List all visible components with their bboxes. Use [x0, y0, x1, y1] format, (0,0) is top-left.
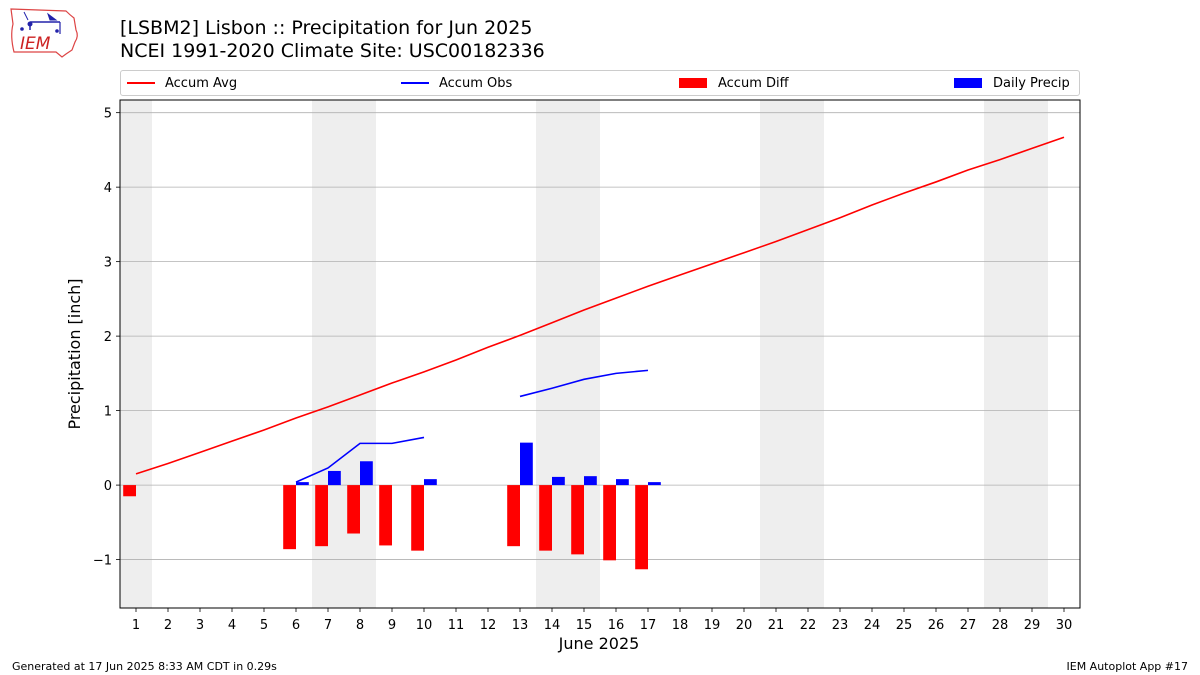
x-tick-label: 23 — [832, 618, 849, 633]
legend-item-accum-obs: Accum Obs — [401, 71, 512, 95]
accum-diff-bar-day-1 — [123, 485, 136, 497]
daily-precip-bar-day-15 — [584, 476, 597, 486]
legend-item-accum-avg: Accum Avg — [127, 71, 237, 95]
x-tick-label: 21 — [768, 618, 785, 633]
x-tick-label: 4 — [228, 618, 236, 633]
x-tick-label: 7 — [324, 618, 332, 633]
y-tick-label: 5 — [104, 107, 112, 122]
chart-subtitle: NCEI 1991-2020 Climate Site: USC00182336 — [120, 40, 545, 62]
accum-diff-bar-day-17 — [635, 485, 648, 570]
y-tick-label: 2 — [104, 330, 112, 345]
accum-diff-bar-day-8 — [347, 485, 360, 534]
weekend-shade-day-29 — [1016, 100, 1048, 608]
x-tick-label: 13 — [512, 618, 529, 633]
x-tick-label: 6 — [292, 618, 300, 633]
x-tick-label: 26 — [928, 618, 945, 633]
x-tick-label: 24 — [864, 618, 881, 633]
x-tick-label: 16 — [608, 618, 625, 633]
bars — [123, 442, 661, 570]
legend-label-accum-diff: Accum Diff — [718, 75, 789, 91]
daily-precip-bar-day-13 — [520, 442, 533, 486]
footer-app-text: IEM Autoplot App #17 — [1066, 660, 1189, 673]
iem-logo: IEM — [10, 8, 78, 58]
footer-generated-text: Generated at 17 Jun 2025 8:33 AM CDT in … — [12, 660, 277, 673]
chart-legend: Accum Avg Accum Obs Accum Diff Daily Pre… — [120, 70, 1080, 96]
x-tick-label: 28 — [992, 618, 1009, 633]
daily-precip-bar-day-10 — [424, 479, 437, 486]
x-tick-label: 22 — [800, 618, 817, 633]
legend-swatch-accum-obs — [401, 82, 429, 84]
legend-label-daily-precip: Daily Precip — [993, 75, 1070, 91]
legend-label-accum-obs: Accum Obs — [439, 75, 513, 91]
y-tick-label: 1 — [104, 405, 112, 420]
y-tick-label: 4 — [104, 181, 112, 196]
x-tick-label: 14 — [544, 618, 561, 633]
logo-text: IEM — [20, 34, 51, 54]
iowa-state-outline-icon — [10, 8, 78, 58]
y-tick-label: 3 — [104, 256, 112, 271]
weekend-shade-day-28 — [984, 100, 1016, 608]
x-tick-label: 8 — [356, 618, 364, 633]
y-axis-label: Precipitation [inch] — [65, 278, 84, 429]
accum-diff-bar-day-9 — [379, 485, 392, 546]
x-tick-label: 17 — [640, 618, 657, 633]
x-tick-label: 19 — [704, 618, 721, 633]
weekend-shade-day-22 — [792, 100, 824, 608]
y-tick-label: 0 — [104, 479, 112, 494]
legend-swatch-accum-diff — [679, 78, 707, 88]
daily-precip-bar-day-14 — [552, 476, 565, 486]
daily-precip-bar-day-17 — [648, 482, 661, 486]
daily-precip-bar-day-16 — [616, 479, 629, 486]
accum-diff-bar-day-13 — [507, 485, 520, 547]
daily-precip-bar-day-8 — [360, 461, 373, 486]
accum-diff-bar-day-10 — [411, 485, 424, 551]
accum-diff-bar-day-6 — [283, 485, 296, 550]
x-tick-label: 2 — [164, 618, 172, 633]
accum-diff-bar-day-7 — [315, 485, 328, 547]
x-tick-label: 20 — [736, 618, 753, 633]
x-tick-label: 5 — [260, 618, 268, 633]
legend-item-daily-precip: Daily Precip — [954, 71, 1070, 95]
x-tick-label: 9 — [388, 618, 396, 633]
gridlines — [120, 112, 1080, 560]
x-tick-label: 18 — [672, 618, 689, 633]
x-tick-label: 12 — [480, 618, 497, 633]
accum-obs-line-segment-2 — [519, 369, 649, 398]
plot-frame — [119, 99, 1081, 609]
x-tick-label: 25 — [896, 618, 913, 633]
legend-label-accum-avg: Accum Avg — [165, 75, 238, 91]
x-tick-label: 15 — [576, 618, 593, 633]
legend-item-accum-diff: Accum Diff — [679, 71, 789, 95]
y-tick-label: −1 — [93, 554, 112, 569]
x-tick-label: 1 — [132, 618, 140, 633]
accum-obs-line-segment-1 — [295, 436, 425, 483]
lines — [135, 136, 1065, 483]
x-tick-label: 3 — [196, 618, 204, 633]
x-tick-label: 27 — [960, 618, 977, 633]
daily-precip-bar-day-7 — [328, 470, 341, 486]
chart-title: [LSBM2] Lisbon :: Precipitation for Jun … — [120, 17, 533, 39]
x-axis-label: June 2025 — [558, 634, 640, 653]
x-tick-label: 11 — [448, 618, 465, 633]
accum-avg-line — [135, 136, 1065, 475]
x-tick-label: 30 — [1056, 618, 1073, 633]
daily-precip-bar-day-6 — [296, 482, 309, 486]
weather-instruments-icon — [20, 11, 61, 34]
accum-diff-bar-day-15 — [571, 485, 584, 555]
accum-diff-bar-day-14 — [539, 485, 552, 551]
legend-swatch-accum-avg — [127, 82, 155, 84]
accum-diff-bar-day-16 — [603, 485, 616, 561]
x-tick-label: 29 — [1024, 618, 1041, 633]
legend-swatch-daily-precip — [954, 78, 982, 88]
weekend-shade-day-21 — [760, 100, 792, 608]
weekend-shading — [120, 100, 1048, 608]
x-tick-label: 10 — [416, 618, 433, 633]
weekend-shade-day-1 — [120, 100, 152, 608]
